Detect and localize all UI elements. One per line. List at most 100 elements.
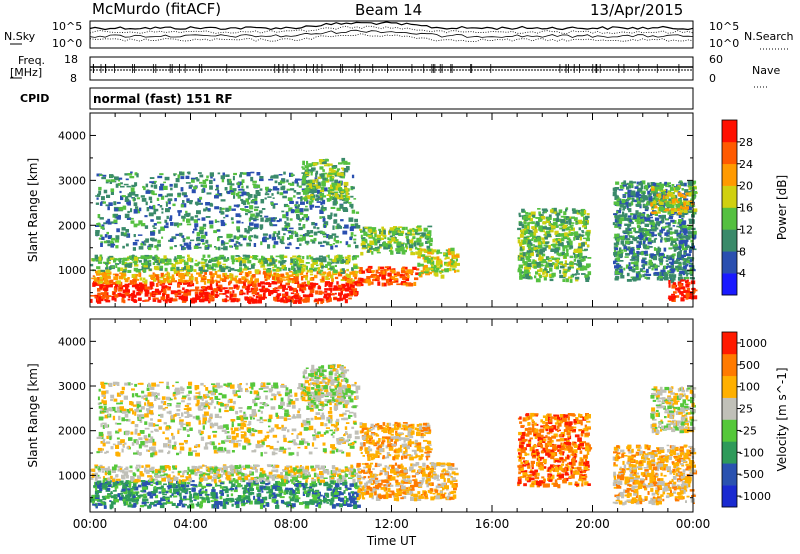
power-panel-cell <box>186 265 191 270</box>
power-panel-cell <box>99 254 103 258</box>
power-panel-cell <box>150 219 154 222</box>
power-panel-cell <box>185 212 191 216</box>
power-panel-cell <box>164 195 169 198</box>
power-panel-cell <box>252 274 256 278</box>
power-panel-cell <box>157 292 162 295</box>
power-panel-cell <box>272 204 276 209</box>
power-panel-cell <box>683 265 687 269</box>
power-panel-cell <box>158 299 161 303</box>
power-panel-cell <box>177 281 181 284</box>
power-panel-cell <box>101 196 105 201</box>
power-panel-cell <box>679 209 684 213</box>
power-panel-cell <box>247 260 252 264</box>
power-panel-cell <box>573 249 577 253</box>
power-panel-cell <box>622 244 627 247</box>
power-panel-cell <box>289 218 293 221</box>
power-panel-cell <box>259 262 264 265</box>
power-panel-cell <box>103 189 108 194</box>
power-panel-cell <box>559 274 564 279</box>
power-panel-cell <box>157 175 163 179</box>
power-panel-cell <box>627 215 632 218</box>
power-panel-cell <box>637 271 641 275</box>
power-panel-cell <box>107 256 110 259</box>
power-panel-cell <box>669 236 673 241</box>
power-panel-cell <box>258 294 263 298</box>
power-panel-cell <box>378 272 381 274</box>
power-panel-cell <box>562 279 566 282</box>
power-panel-cell <box>349 271 354 275</box>
power-panel-cell <box>194 277 198 282</box>
power-panel-cell <box>105 264 108 268</box>
power-panel-cell <box>414 228 419 233</box>
power-panel-cell <box>133 209 138 214</box>
power-panel-cell <box>113 213 119 217</box>
power-panel-cell <box>296 192 301 195</box>
power-panel-cell <box>300 284 305 288</box>
power-panel-cell <box>91 258 97 261</box>
power-panel-cell <box>549 278 554 282</box>
power-panel-cell <box>535 278 541 283</box>
power-panel-cell <box>159 266 163 271</box>
power-panel-cell <box>308 254 312 257</box>
power-panel-cell <box>140 242 143 246</box>
power-panel-cell <box>104 290 108 294</box>
power-panel-cell <box>350 195 354 198</box>
power-panel-cell <box>152 204 156 209</box>
power-panel-cell <box>386 269 389 271</box>
power-panel-cell <box>267 244 271 249</box>
power-panel-cell <box>314 298 318 302</box>
power-panel-cell <box>98 186 102 191</box>
power-panel-cell <box>560 215 565 218</box>
power-panel-cell <box>99 202 103 206</box>
power-panel-cell <box>587 257 592 259</box>
power-panel-cell <box>444 257 447 260</box>
power-panel-cell <box>289 200 294 204</box>
power-panel-cell <box>173 270 178 274</box>
power-panel-cell <box>218 236 223 238</box>
power-panel-cell <box>417 248 420 250</box>
power-panel-cell <box>304 240 310 244</box>
power-panel-cell <box>548 223 551 226</box>
power-panel-cell <box>220 219 225 223</box>
power-panel-cell <box>295 273 300 278</box>
power-panel-cell <box>130 171 133 174</box>
power-panel-cell <box>187 285 192 287</box>
power-panel-cell <box>178 278 183 282</box>
power-panel-cell <box>106 292 109 296</box>
power-panel-cell <box>254 258 259 261</box>
power-panel-cell <box>241 292 246 295</box>
power-panel-cell <box>282 284 286 289</box>
power-panel-cell <box>337 254 340 258</box>
power-panel-cell <box>340 298 343 300</box>
power-panel-cell <box>292 255 297 258</box>
power-panel-cell <box>376 234 381 238</box>
velocity-panel-cell <box>304 505 310 509</box>
power-panel-cell <box>313 237 317 242</box>
power-panel-cell <box>115 235 120 240</box>
power-panel-cell <box>242 172 247 175</box>
power-panel-cell <box>261 208 266 210</box>
power-panel-cell <box>221 178 225 183</box>
power-panel-cell <box>517 269 523 273</box>
power-panel-cell <box>285 272 289 275</box>
power-panel-cell <box>185 175 190 179</box>
power-panel-cell <box>668 275 673 279</box>
power-panel-cell <box>165 273 168 276</box>
power-panel-cell <box>237 182 240 186</box>
power-panel-cell <box>664 274 667 279</box>
velocity-panel-cell <box>304 501 310 506</box>
power-panel-cell <box>314 267 319 270</box>
power-panel-cell <box>400 274 405 277</box>
power-panel-cell <box>580 258 585 262</box>
power-panel-cell <box>691 212 696 215</box>
power-panel-cell <box>408 244 414 249</box>
power-panel-cell <box>298 226 303 231</box>
power-panel-cell <box>265 271 269 275</box>
power-panel-cell <box>665 218 669 221</box>
power-panel-cell <box>623 267 626 271</box>
power-panel-cell <box>543 209 549 212</box>
power-panel-cell <box>229 245 233 248</box>
power-panel-cell <box>186 218 191 223</box>
power-panel-cell <box>586 213 590 216</box>
